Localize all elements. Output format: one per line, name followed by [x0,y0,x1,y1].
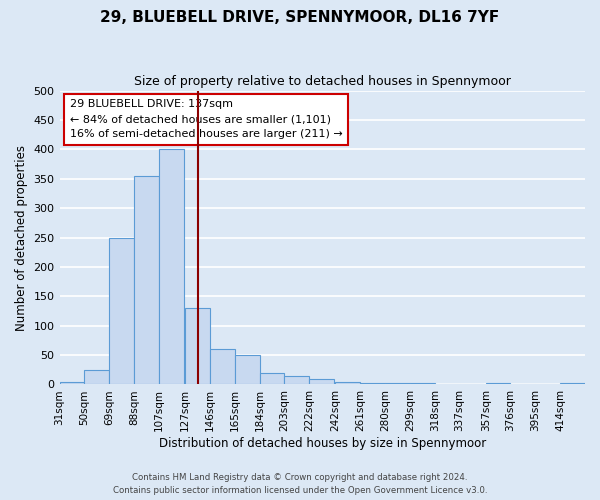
Bar [59,382,85,384]
Bar [309,378,334,384]
Title: Size of property relative to detached houses in Spennymoor: Size of property relative to detached ho… [134,75,511,88]
Bar [85,370,109,384]
Bar [260,372,284,384]
Text: 29 BLUEBELL DRIVE: 137sqm
← 84% of detached houses are smaller (1,101)
16% of se: 29 BLUEBELL DRIVE: 137sqm ← 84% of detac… [70,100,343,139]
Bar [284,376,309,384]
X-axis label: Distribution of detached houses by size in Spennymoor: Distribution of detached houses by size … [158,437,486,450]
Bar [185,308,210,384]
Text: 29, BLUEBELL DRIVE, SPENNYMOOR, DL16 7YF: 29, BLUEBELL DRIVE, SPENNYMOOR, DL16 7YF [100,10,500,25]
Bar [134,176,159,384]
Bar [210,349,235,384]
Bar [235,355,260,384]
Bar [109,238,134,384]
Bar [335,382,360,384]
Y-axis label: Number of detached properties: Number of detached properties [15,144,28,330]
Text: Contains HM Land Registry data © Crown copyright and database right 2024.
Contai: Contains HM Land Registry data © Crown c… [113,474,487,495]
Bar [159,150,184,384]
